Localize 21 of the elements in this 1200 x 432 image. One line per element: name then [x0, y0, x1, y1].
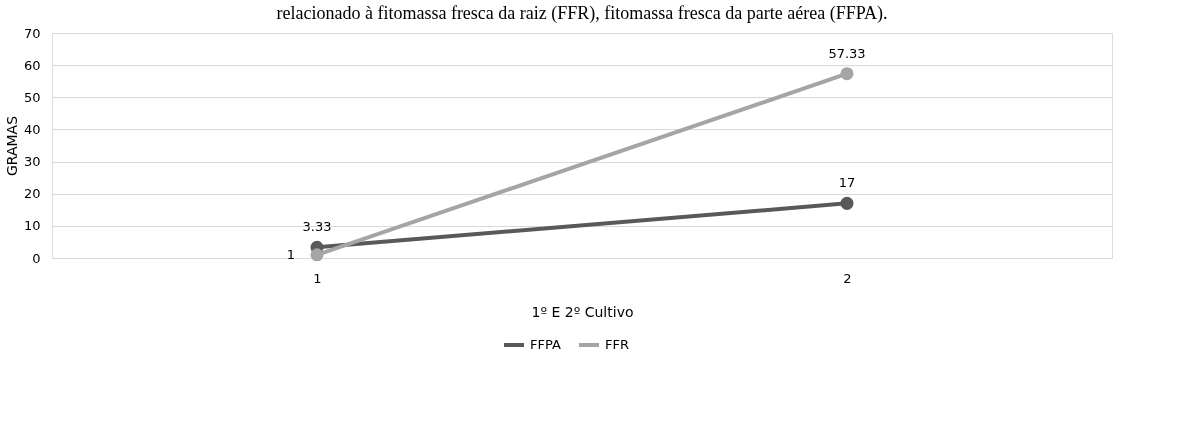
data-label: 3.33: [302, 219, 332, 235]
point: [840, 196, 854, 210]
point: [310, 248, 324, 262]
point: [840, 67, 854, 81]
chart-title: relacionado à fitomassa fresca da raiz (FFR), fitomassa fresca da parte aérea (FFPA).: [276, 3, 888, 24]
x-tick-label: 2: [843, 270, 852, 286]
y-tick-label: 0: [32, 250, 41, 266]
y-tick-label: 30: [23, 154, 41, 170]
legend-label: FFR: [605, 337, 629, 352]
y-tick-label: 50: [23, 89, 41, 105]
data-label: 17: [838, 175, 856, 191]
y-tick-label: 10: [23, 218, 41, 234]
y-tick-label: 70: [23, 25, 41, 41]
x-axis-title: 1º E 2º Cultivo: [531, 303, 634, 320]
data-label: 1: [286, 246, 295, 262]
y-tick-label: 20: [23, 186, 41, 202]
y-axis-title: GRAMAS: [3, 115, 20, 177]
data-label: 57.33: [828, 45, 866, 61]
y-tick-label: 60: [23, 57, 41, 73]
legend-label: FFPA: [530, 337, 561, 352]
y-tick-label: 40: [23, 121, 41, 137]
